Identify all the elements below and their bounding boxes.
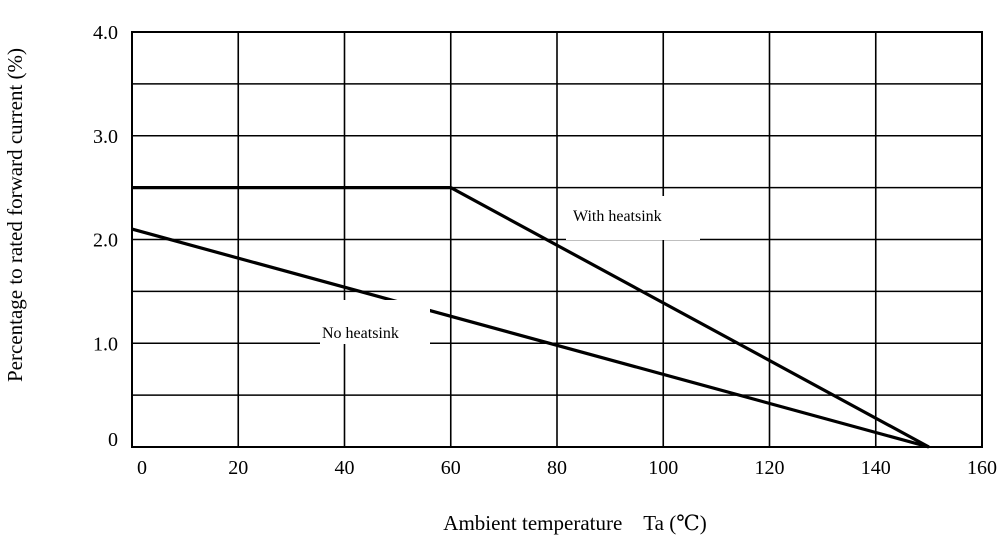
y-tick-label: 4.0	[93, 22, 118, 44]
y-tick-label: 2.0	[93, 230, 118, 252]
series-line-with-heatsink	[132, 186, 930, 449]
series-label-with-heatsink: With heatsink	[573, 208, 662, 225]
x-tick-label: 80	[547, 457, 567, 479]
x-tick-label: 0	[137, 457, 147, 479]
grid	[131, 31, 983, 448]
x-tick-label: 60	[441, 457, 461, 479]
tick-labels: 0 20 40 60 80 100 120 140 160 0 1.0 2.0 3.0 4.0	[93, 22, 997, 479]
x-tick-label: 140	[861, 457, 891, 479]
y-tick-label: 1.0	[93, 333, 118, 355]
y-axis-title: Percentage to rated forward current (%)	[3, 48, 27, 382]
series-line-no-heatsink	[131, 227, 930, 449]
series-label-no-heatsink: No heatsink	[322, 325, 399, 342]
x-tick-label: 160	[967, 457, 997, 479]
x-tick-label: 120	[755, 457, 785, 479]
plot-area	[131, 186, 930, 449]
curve-labels: With heatsink No heatsink	[320, 196, 700, 344]
no-heatsink-label-bg	[320, 300, 430, 344]
with-heatsink-label-bg	[566, 196, 700, 240]
plot-frame	[131, 31, 983, 448]
x-tick-label: 100	[648, 457, 678, 479]
y-tick-label: 3.0	[93, 126, 118, 148]
x-tick-label: 20	[228, 457, 248, 479]
y-tick-label: 0	[108, 429, 118, 451]
x-axis-title: Ambient temperature Ta (℃)	[443, 511, 706, 535]
x-tick-label: 40	[335, 457, 355, 479]
